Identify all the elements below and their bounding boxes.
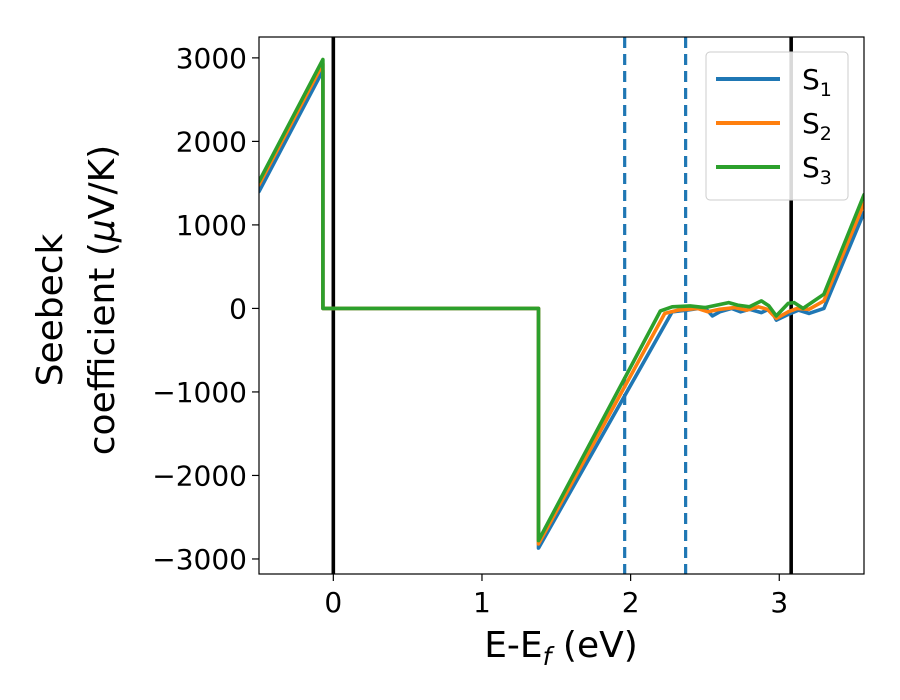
y-axis-label: Seebeck coefficient (μV/K)	[30, 145, 123, 455]
legend-label-s2: S2	[802, 107, 832, 145]
y-tick-label: 2000	[176, 125, 247, 158]
y-tick-label: 1000	[176, 209, 247, 242]
legend-label-s3: S3	[802, 151, 832, 189]
x-axis-ticks: 0 1 2 3	[324, 574, 788, 619]
y-tick-label: −3000	[152, 543, 247, 576]
series-layer	[259, 57, 864, 550]
x-tick-label: 0	[324, 586, 342, 619]
legend: S1 S2 S3	[705, 51, 849, 201]
x-tick-label: 2	[622, 586, 640, 619]
legend-box	[705, 51, 849, 201]
x-axis-label: E-Ef (eV)	[484, 625, 638, 671]
y-axis-label-line2-a: coefficient (	[82, 242, 123, 455]
y-axis-label-mu: μ	[82, 219, 123, 243]
x-axis-label-rest: (eV)	[551, 625, 637, 666]
y-axis-label-line2-b: V/K)	[82, 145, 123, 219]
x-tick-label: 3	[770, 586, 788, 619]
y-axis-label-line2: coefficient (μV/K)	[82, 145, 123, 455]
y-axis-ticks: −3000 −2000 −1000 0 1000 2000 3000	[152, 42, 259, 576]
y-tick-label: 3000	[176, 42, 247, 75]
plot-frame	[258, 36, 865, 575]
y-axis-label-line1: Seebeck	[30, 233, 71, 386]
x-axis-label-main: E-E	[484, 625, 542, 666]
y-tick-label: −1000	[152, 376, 247, 409]
y-tick-label: 0	[229, 292, 247, 325]
x-tick-label: 1	[473, 586, 491, 619]
legend-label-s1: S1	[802, 63, 832, 101]
series-line-s3	[259, 57, 864, 543]
y-tick-label: −2000	[152, 459, 247, 492]
